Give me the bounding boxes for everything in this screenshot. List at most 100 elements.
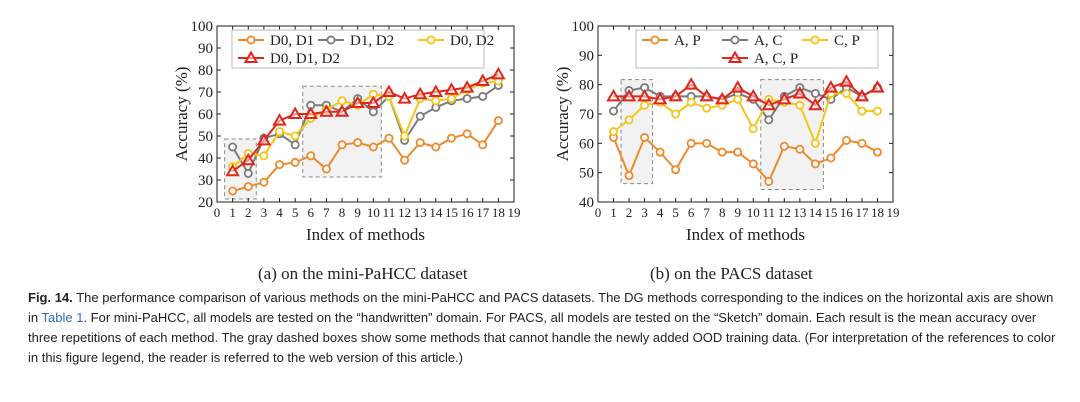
data-point [640,132,650,142]
caption-line-2-post: . For mini-PaHCC, all models are tested … [83,310,1037,325]
data-point [810,138,820,148]
subcaption-a: (a) on the mini-PaHCC dataset [258,264,468,283]
data-point [733,147,743,157]
data-point [699,88,714,102]
data-point [841,135,851,145]
y-tick-label: 70 [198,85,213,101]
data-point [624,115,634,125]
caption-line-1: The performance comparison of various me… [76,290,1054,305]
data-point [431,96,441,106]
data-point [350,95,365,108]
data-point [415,111,425,121]
y-axis-label: Accuracy (%) [553,67,572,162]
data-point [795,100,805,110]
y-tick-label: 100 [191,19,214,35]
x-tick-label: 6 [308,205,315,220]
data-point [290,131,300,141]
y-tick-label: 90 [198,41,213,57]
legend-label: D0, D1, D2 [270,51,340,67]
y-tick-label: 80 [198,63,213,79]
y-tick-label: 20 [198,195,213,211]
data-point [275,127,285,137]
x-tick-label: 8 [719,205,726,220]
legend-label: A, C [754,33,782,49]
caption-line-2-pre: in [28,310,39,325]
legend-label: D1, D2 [350,33,394,49]
y-tick-label: 30 [198,173,213,189]
data-point [748,159,758,169]
legend-label: C, P [834,33,860,49]
x-tick-label: 6 [688,205,695,220]
x-tick-label: 17 [476,205,490,220]
data-point [475,73,490,86]
subcaption-b: (b) on the PACS dataset [650,264,813,283]
x-tick-label: 3 [641,205,648,220]
data-point [225,163,240,177]
x-tick-label: 17 [855,205,869,220]
x-tick-label: 12 [398,205,411,220]
data-point [795,144,805,154]
caption-label: Fig. 14. [28,290,73,305]
x-tick-label: 0 [595,205,602,220]
y-tick-label: 100 [572,19,595,35]
x-tick-label: 11 [763,205,776,220]
data-point [764,176,774,186]
x-tick-label: 14 [429,205,443,220]
data-point [870,80,885,93]
data-point [462,94,472,104]
data-point [702,138,712,148]
data-point [810,159,820,169]
data-point [397,91,412,104]
data-point [761,97,777,111]
data-point [459,80,475,93]
data-point [857,138,867,148]
data-point [243,168,253,178]
x-tick-label: 7 [323,205,330,220]
x-tick-label: 2 [626,205,633,220]
caption-line-3: three repetitions of each method. The gr… [28,330,1056,345]
x-tick-label: 1 [610,205,617,220]
y-tick-label: 70 [579,107,594,123]
x-axis-label: Index of methods [686,225,805,244]
data-point [381,84,397,97]
legend-swatch-marker [326,35,336,45]
data-point [462,129,472,139]
data-point [412,86,428,100]
x-tick-label: 4 [276,205,283,220]
data-point [609,106,619,116]
table-1-link[interactable]: Table 1 [41,310,84,325]
data-point [334,104,350,117]
x-tick-label: 8 [339,205,346,220]
data-point [275,160,285,170]
x-tick-label: 9 [734,205,741,220]
x-tick-label: 15 [445,205,458,220]
data-point [446,94,456,104]
legend-label: A, C, P [754,51,798,67]
figure-caption: Fig. 14. The performance comparison of v… [28,288,1058,368]
data-point [415,138,425,148]
legend-swatch-marker [650,35,660,45]
data-point [353,138,363,148]
legend-swatch-marker [810,35,820,45]
data-point [290,140,300,150]
data-point [839,74,854,87]
data-point [714,91,730,105]
legend-swatch-marker [246,35,256,45]
chart-panel-b: 0 1 2 3 4 5 6 7 8 9 10 11 12 13 14 15 16 17 18 194050607080… [553,19,900,244]
data-point [337,140,347,150]
data-point [606,88,621,102]
legend-swatch-marker [727,50,743,63]
data-point [857,106,867,116]
data-point [668,88,683,102]
data-point [306,151,316,161]
x-tick-label: 13 [414,205,427,220]
data-point [683,77,699,90]
data-point [841,88,851,98]
x-tick-label: 9 [354,205,361,220]
x-tick-label: 16 [461,205,475,220]
data-point [259,151,269,161]
y-tick-label: 50 [198,129,213,145]
data-point [730,80,745,93]
x-tick-label: 5 [672,205,679,220]
